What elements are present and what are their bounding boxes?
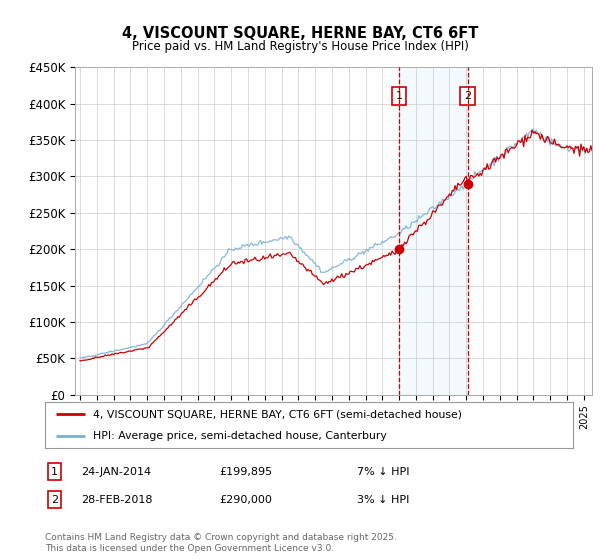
Bar bbox=[399, 67, 467, 395]
Text: HPI: Average price, semi-detached house, Canterbury: HPI: Average price, semi-detached house,… bbox=[92, 431, 386, 441]
Text: 1: 1 bbox=[51, 466, 58, 477]
Text: £199,895: £199,895 bbox=[219, 466, 272, 477]
Text: 4, VISCOUNT SQUARE, HERNE BAY, CT6 6FT: 4, VISCOUNT SQUARE, HERNE BAY, CT6 6FT bbox=[122, 26, 478, 41]
Text: 4, VISCOUNT SQUARE, HERNE BAY, CT6 6FT (semi-detached house): 4, VISCOUNT SQUARE, HERNE BAY, CT6 6FT (… bbox=[92, 409, 461, 419]
Text: 7% ↓ HPI: 7% ↓ HPI bbox=[357, 466, 409, 477]
Text: 2: 2 bbox=[464, 91, 471, 101]
Text: 2: 2 bbox=[51, 494, 58, 505]
Text: Contains HM Land Registry data © Crown copyright and database right 2025.
This d: Contains HM Land Registry data © Crown c… bbox=[45, 533, 397, 553]
Text: Price paid vs. HM Land Registry's House Price Index (HPI): Price paid vs. HM Land Registry's House … bbox=[131, 40, 469, 53]
Text: £290,000: £290,000 bbox=[219, 494, 272, 505]
Text: 24-JAN-2014: 24-JAN-2014 bbox=[81, 466, 151, 477]
Text: 3% ↓ HPI: 3% ↓ HPI bbox=[357, 494, 409, 505]
Text: 28-FEB-2018: 28-FEB-2018 bbox=[81, 494, 152, 505]
Text: 1: 1 bbox=[395, 91, 403, 101]
